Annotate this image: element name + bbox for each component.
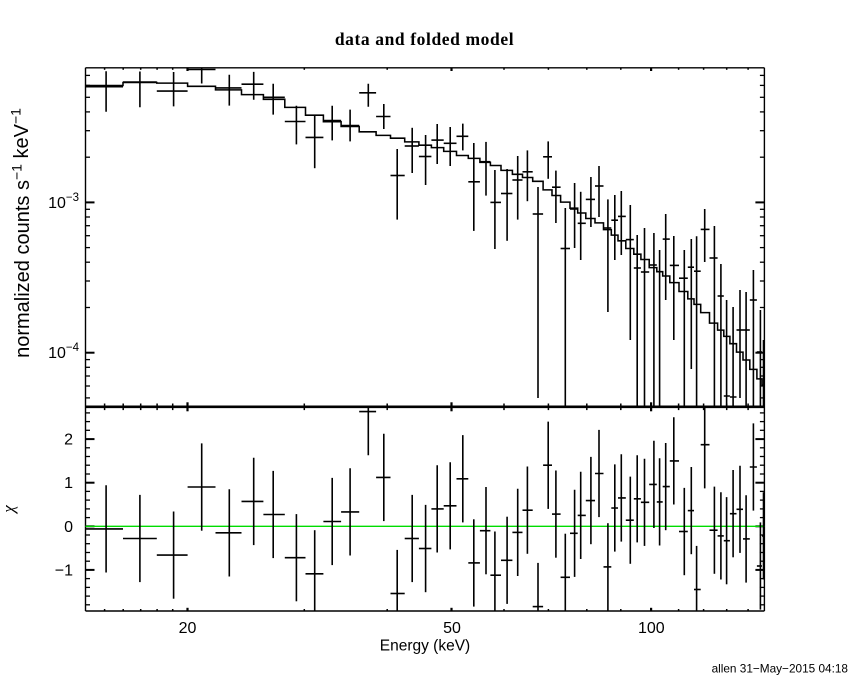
svg-text:allen 31−May−2015 04:18: allen 31−May−2015 04:18: [712, 662, 849, 676]
svg-text:100: 100: [638, 620, 665, 637]
svg-text:data and folded model: data and folded model: [335, 29, 514, 49]
svg-text:normalized counts s−1 keV−1: normalized counts s−1 keV−1: [8, 108, 35, 358]
svg-text:1: 1: [64, 475, 73, 492]
svg-text:50: 50: [443, 620, 461, 637]
svg-text:0: 0: [64, 519, 73, 536]
svg-text:Energy (keV): Energy (keV): [380, 638, 470, 655]
svg-text:χ: χ: [0, 505, 18, 515]
svg-text:20: 20: [179, 620, 197, 637]
svg-text:2: 2: [64, 432, 73, 449]
svg-text:−1: −1: [55, 562, 73, 579]
